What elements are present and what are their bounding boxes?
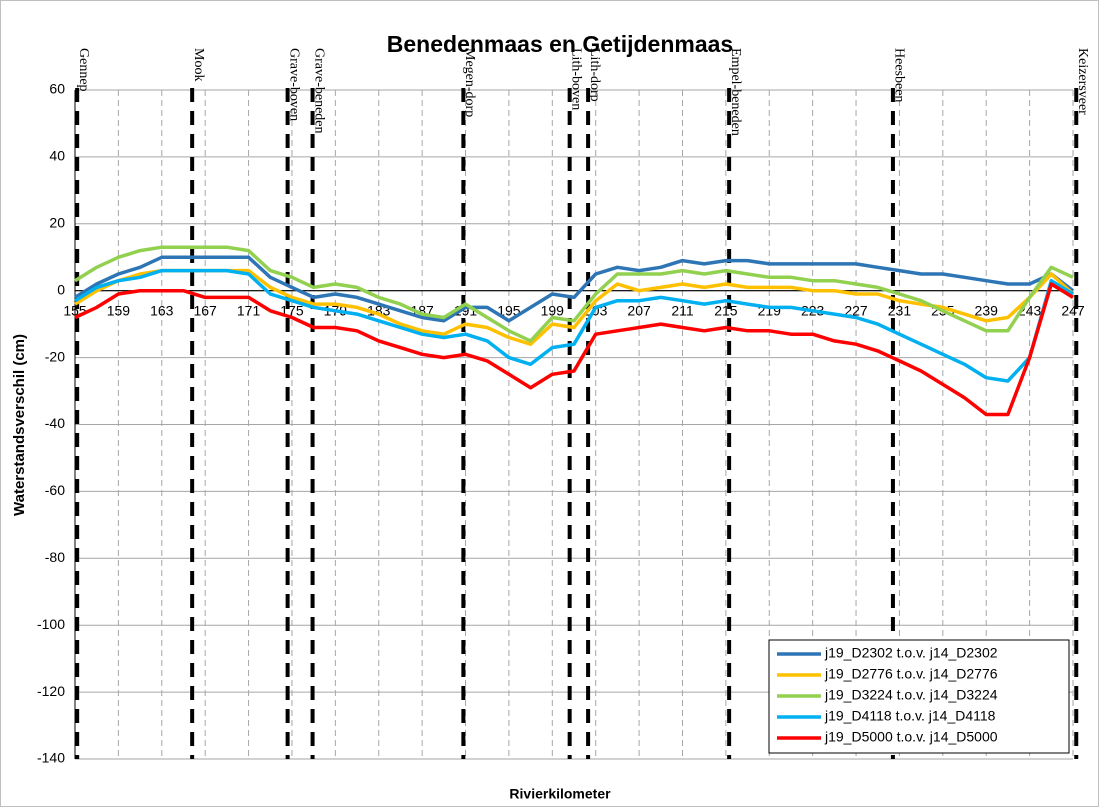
marker-label: Megen-dorp — [462, 48, 477, 117]
series-line — [74, 245, 1074, 343]
x-tick-label: 159 — [107, 302, 131, 318]
x-tick-label: 171 — [237, 302, 261, 318]
marker-label: Heesbeen — [892, 48, 907, 102]
legend-label: j19_D2302 t.o.v. j14_D2302 — [824, 645, 998, 661]
y-axis-label: Waterstandsverschil (cm) — [11, 334, 28, 516]
y-tick-label: -80 — [45, 549, 65, 565]
marker-label: Gennep — [76, 48, 91, 92]
x-tick-label: 227 — [844, 302, 868, 318]
marker-label: Grave-beneden — [311, 48, 326, 134]
series-line — [74, 268, 1075, 346]
y-tick-label: -40 — [45, 415, 65, 431]
x-tick-label: 195 — [497, 302, 521, 318]
y-tick-label: 60 — [49, 81, 65, 97]
series-line — [74, 282, 1074, 417]
x-tick-label: 215 — [714, 302, 738, 318]
legend-label: j19_D2776 t.o.v. j14_D2776 — [824, 666, 998, 682]
marker-label: Mook — [191, 48, 206, 81]
chart-title: Benedenmaas en Getijdenmaas — [387, 31, 733, 57]
x-axis-label: Rivierkilometer — [509, 786, 611, 802]
marker-label: Grave-boven — [286, 48, 301, 121]
x-tick-label: 207 — [627, 302, 651, 318]
series-line — [74, 255, 1075, 323]
y-tick-label: 0 — [57, 281, 65, 297]
y-tick-label: -140 — [37, 750, 65, 766]
marker-label: Lith-boven — [568, 48, 583, 110]
marker-label: Lith-dorp — [587, 48, 602, 102]
x-tick-label: 239 — [975, 302, 999, 318]
y-tick-label: -120 — [37, 683, 65, 699]
x-tick-label: 167 — [193, 302, 217, 318]
legend-label: j19_D5000 t.o.v. j14_D5000 — [824, 729, 998, 745]
x-tick-label: 211 — [671, 302, 694, 318]
marker-label: Keizersveer — [1075, 48, 1090, 115]
marker-label: Empel-beneden — [728, 48, 743, 136]
legend-label: j19_D4118 t.o.v. j14_D4118 — [824, 708, 996, 724]
x-tick-label: 163 — [150, 302, 174, 318]
y-tick-label: -60 — [45, 482, 65, 498]
y-tick-label: -20 — [45, 348, 65, 364]
y-tick-label: 20 — [49, 215, 65, 231]
y-tick-label: -100 — [37, 616, 65, 632]
x-tick-label: 199 — [541, 302, 565, 318]
y-tick-label: 40 — [49, 148, 65, 164]
series-line — [74, 268, 1074, 383]
legend-label: j19_D3224 t.o.v. j14_D3224 — [824, 687, 998, 703]
x-tick-label: 247 — [1061, 302, 1085, 318]
